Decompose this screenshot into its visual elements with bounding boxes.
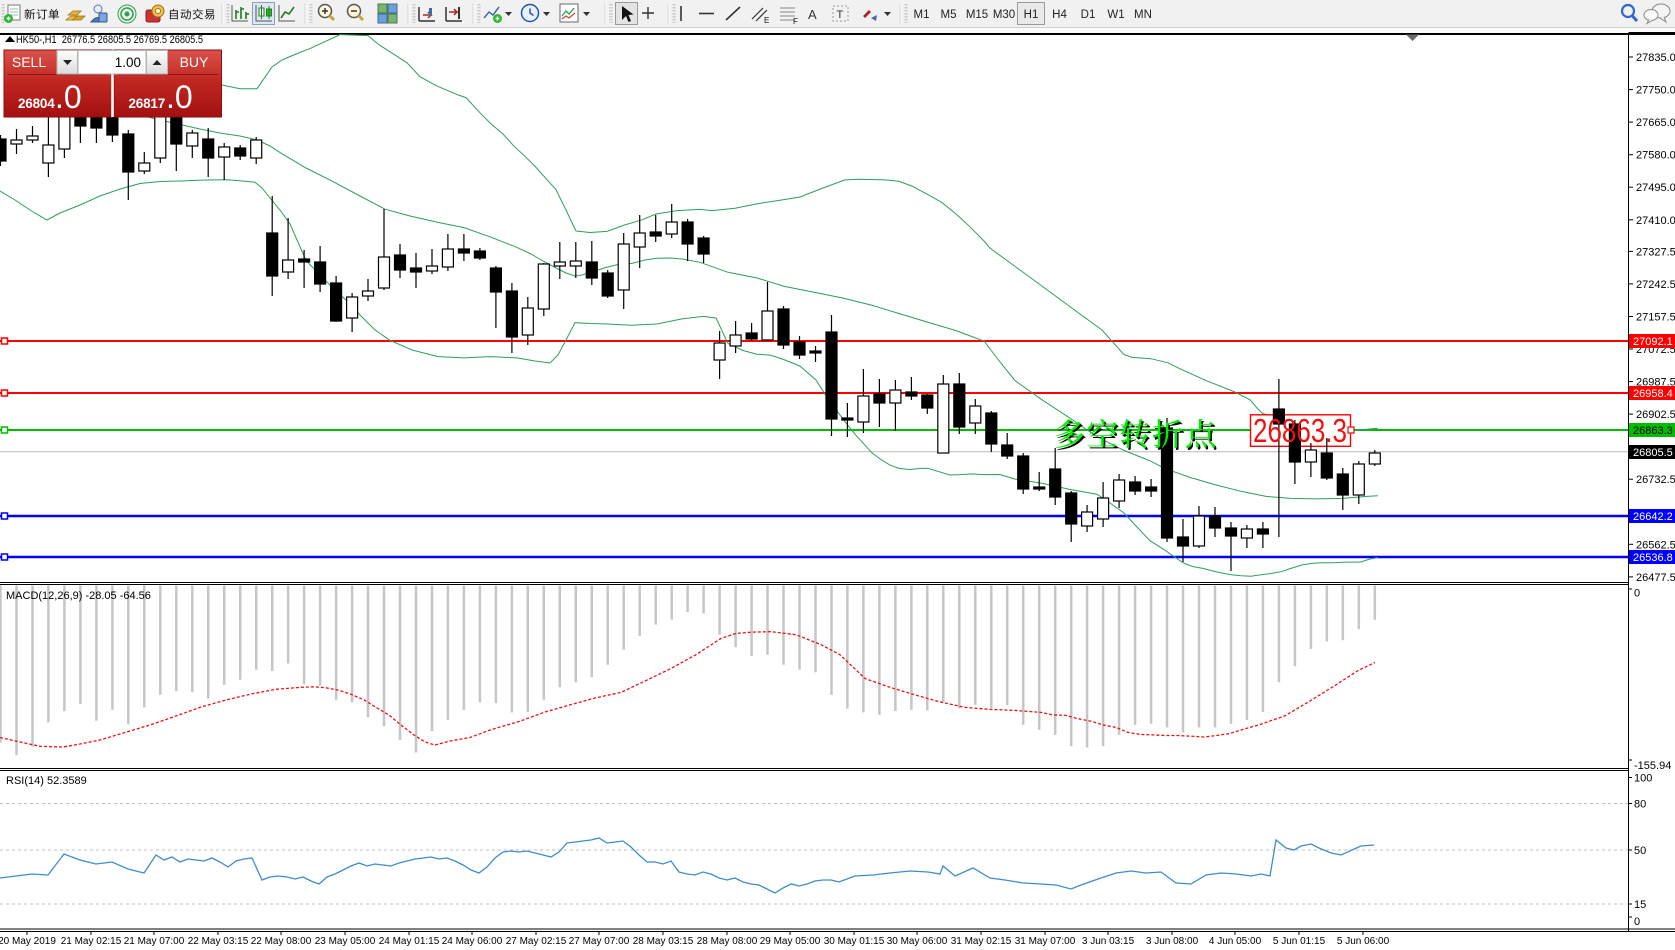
svg-text:80: 80 (1634, 799, 1646, 811)
svg-text:27 May 07:00: 27 May 07:00 (569, 936, 630, 947)
svg-text:26987.5: 26987.5 (1636, 377, 1675, 389)
svg-text:26536.8: 26536.8 (1633, 552, 1673, 564)
svg-text:0: 0 (1634, 916, 1640, 928)
svg-text:27092.1: 27092.1 (1633, 336, 1673, 348)
svg-text:MACD(12,26,9) -28.05 -64.56: MACD(12,26,9) -28.05 -64.56 (6, 590, 151, 602)
svg-text:H1: H1 (1024, 9, 1039, 21)
svg-text:23 May 05:00: 23 May 05:00 (315, 936, 376, 947)
svg-text:26732.5: 26732.5 (1636, 474, 1675, 486)
svg-text:26863.3: 26863.3 (1633, 425, 1673, 437)
svg-text:27750.0: 27750.0 (1636, 85, 1675, 97)
svg-text:D1: D1 (1081, 9, 1096, 21)
svg-text:3 Jun 08:00: 3 Jun 08:00 (1146, 936, 1199, 947)
svg-text:26958.4: 26958.4 (1633, 388, 1673, 400)
svg-text:27 May 02:15: 27 May 02:15 (506, 936, 567, 947)
svg-text:M15: M15 (966, 9, 988, 21)
svg-text:27242.5: 27242.5 (1636, 279, 1675, 291)
svg-text:M1: M1 (914, 9, 930, 21)
svg-text:H4: H4 (1052, 9, 1067, 21)
svg-text:3 Jun 03:15: 3 Jun 03:15 (1082, 936, 1135, 947)
svg-text:21 May 02:15: 21 May 02:15 (61, 936, 122, 947)
svg-text:27835.0: 27835.0 (1636, 52, 1675, 64)
svg-text:50: 50 (1634, 845, 1646, 857)
svg-text:.0: .0 (166, 79, 193, 115)
svg-text:26562.5: 26562.5 (1636, 539, 1675, 551)
svg-text:.0: .0 (55, 79, 82, 115)
svg-text:26805.5: 26805.5 (1633, 447, 1673, 459)
svg-text:29 May 05:00: 29 May 05:00 (760, 936, 821, 947)
svg-text:-155.94: -155.94 (1634, 760, 1671, 772)
svg-text:M30: M30 (993, 9, 1015, 21)
svg-text:30 May 06:00: 30 May 06:00 (887, 936, 948, 947)
svg-text:27157.5: 27157.5 (1636, 312, 1675, 324)
svg-text:5 Jun 06:00: 5 Jun 06:00 (1337, 936, 1390, 947)
svg-text:30 May 01:15: 30 May 01:15 (824, 936, 885, 947)
svg-text:31 May 02:15: 31 May 02:15 (951, 936, 1012, 947)
svg-text:28 May 03:15: 28 May 03:15 (633, 936, 694, 947)
svg-text:BUY: BUY (180, 54, 209, 70)
svg-text:4 Jun 05:00: 4 Jun 05:00 (1209, 936, 1262, 947)
svg-text:M5: M5 (941, 9, 957, 21)
svg-text:RSI(14) 52.3589: RSI(14) 52.3589 (6, 775, 87, 787)
svg-text:E: E (764, 16, 769, 25)
svg-text:24 May 06:00: 24 May 06:00 (442, 936, 503, 947)
svg-text:20 May 2019: 20 May 2019 (0, 936, 56, 947)
svg-text:MN: MN (1134, 9, 1152, 21)
svg-text:15: 15 (1634, 899, 1646, 911)
svg-text:F: F (793, 17, 798, 26)
svg-text:26642.2: 26642.2 (1633, 511, 1673, 523)
svg-text:26804: 26804 (18, 96, 55, 111)
svg-text:22 May 03:15: 22 May 03:15 (188, 936, 249, 947)
svg-text:HK50-,H1 26776.5 26805.5 2676: HK50-,H1 26776.5 26805.5 26769.5 26805.5 (16, 34, 203, 46)
svg-text:A: A (808, 7, 817, 22)
svg-text:0: 0 (1634, 588, 1640, 600)
svg-text:100: 100 (1634, 773, 1652, 785)
svg-text:W1: W1 (1107, 9, 1124, 21)
svg-text:T: T (837, 9, 844, 21)
svg-text:24 May 01:15: 24 May 01:15 (379, 936, 440, 947)
svg-text:22 May 08:00: 22 May 08:00 (251, 936, 312, 947)
svg-text:26817: 26817 (129, 96, 166, 111)
svg-text:26477.5: 26477.5 (1636, 572, 1675, 584)
svg-text:27580.0: 27580.0 (1636, 150, 1675, 162)
svg-text:SELL: SELL (12, 54, 46, 70)
svg-text:27495.0: 27495.0 (1636, 182, 1675, 194)
svg-text:27327.5: 27327.5 (1636, 246, 1675, 258)
svg-text:26863.3: 26863.3 (1253, 412, 1347, 449)
svg-text:27665.0: 27665.0 (1636, 117, 1675, 129)
svg-text:1.00: 1.00 (115, 55, 141, 70)
svg-text:27410.0: 27410.0 (1636, 215, 1675, 227)
svg-text:21 May 07:00: 21 May 07:00 (124, 936, 185, 947)
svg-text:28 May 08:00: 28 May 08:00 (697, 936, 758, 947)
svg-text:31 May 07:00: 31 May 07:00 (1015, 936, 1076, 947)
svg-text:26902.5: 26902.5 (1636, 409, 1675, 421)
svg-text:5 Jun 01:15: 5 Jun 01:15 (1273, 936, 1326, 947)
